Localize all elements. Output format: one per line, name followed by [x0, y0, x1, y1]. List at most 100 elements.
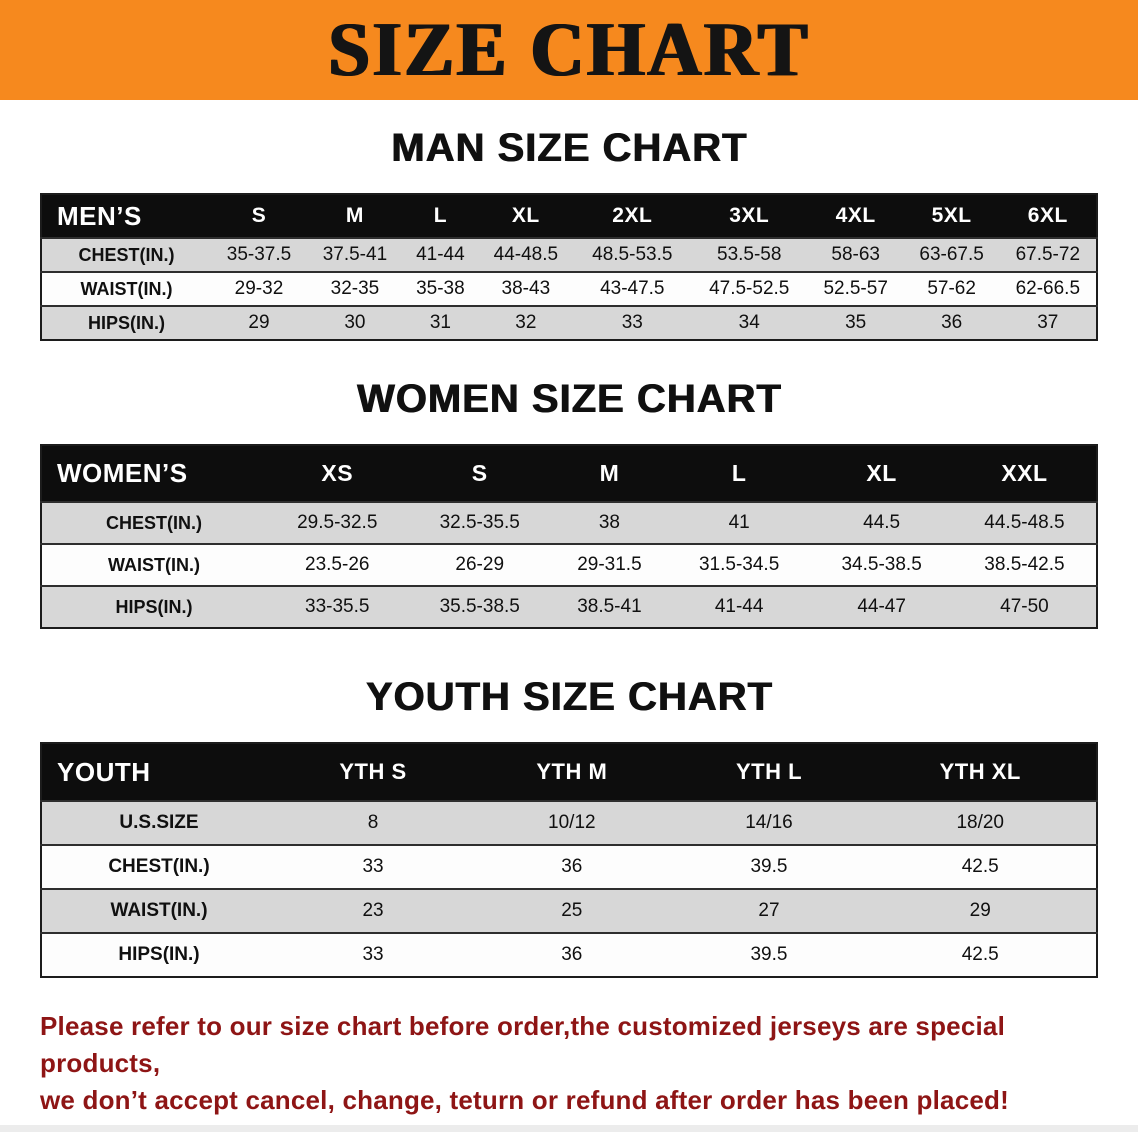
row-label: HIPS(IN.): [87, 312, 165, 333]
size-value-cell: 27: [758, 900, 780, 921]
size-value-cell: 31.5-34.5: [698, 554, 780, 575]
size-value-cell: 63-67.5: [919, 244, 984, 265]
size-column-header: YTH M: [536, 759, 608, 784]
size-value-cell: 29-32: [234, 278, 284, 299]
size-value-cell: 34: [738, 312, 760, 333]
notice-line-2: we don’t accept cancel, change, teturn o…: [40, 1085, 1009, 1115]
size-value-cell: 33: [621, 312, 643, 333]
size-value-cell: 38-43: [501, 278, 551, 299]
measurement-row: WAIST(IN.) 23.5-26 26-29 29-31.5 31.5-34.5 34…: [41, 544, 1097, 586]
size-column-header: 2XL: [612, 204, 653, 227]
size-value-cell: 32: [515, 312, 537, 333]
row-label: CHEST(IN.): [78, 244, 175, 265]
size-value-cell: 29-31.5: [577, 554, 642, 575]
measurement-row: HIPS(IN.) 29 30 31 32 33 34 35 36 37: [41, 306, 1097, 340]
table-header-row: YOUTH YTH S YTH M YTH L YTH XL: [41, 743, 1097, 801]
size-column-header: S: [251, 204, 267, 227]
size-value-cell: 14/16: [745, 812, 793, 833]
size-value-cell: 52.5-57: [823, 278, 888, 299]
size-value-cell: 44.5: [863, 512, 901, 533]
row-label: HIPS(IN.): [118, 944, 200, 965]
measurement-row: CHEST(IN.) 35-37.5 37.5-41 41-44 44-48.5 48.5…: [41, 238, 1097, 272]
size-value-cell: 35-37.5: [226, 244, 292, 265]
size-value-cell: 37: [1037, 312, 1059, 333]
size-column-header: XL: [866, 460, 897, 486]
size-value-cell: 42.5: [961, 944, 999, 965]
size-value-cell: 35: [845, 312, 867, 333]
measurement-row: HIPS(IN.) 33 36 39.5 42.5: [41, 933, 1097, 977]
size-value-cell: 39.5: [750, 856, 788, 877]
size-value-cell: 32-35: [330, 278, 380, 299]
size-value-cell: 25: [561, 900, 583, 921]
size-value-cell: 29.5-32.5: [297, 512, 378, 533]
size-column-header: YTH S: [339, 759, 407, 784]
size-value-cell: 29: [248, 312, 270, 333]
row-label: U.S.SIZE: [119, 812, 199, 833]
size-value-cell: 37.5-41: [322, 244, 388, 265]
size-value-cell: 58-63: [831, 244, 880, 265]
size-value-cell: 53.5-58: [717, 244, 782, 265]
size-value-cell: 26-29: [455, 554, 505, 575]
notice-line-1: Please refer to our size chart before or…: [40, 1011, 1006, 1078]
measurement-row: WAIST(IN.) 29-32 32-35 35-38 38-43 43-47.5 47.…: [41, 272, 1097, 306]
size-value-cell: 30: [344, 312, 366, 333]
size-value-cell: 41: [728, 512, 750, 533]
row-label: HIPS(IN.): [115, 596, 193, 617]
size-value-cell: 29: [969, 900, 991, 921]
size-value-cell: 44-47: [857, 596, 906, 617]
size-value-cell: 34.5-38.5: [841, 554, 922, 575]
size-value-cell: 62-66.5: [1015, 278, 1081, 299]
size-value-cell: 33: [362, 944, 384, 965]
size-column-header: M: [599, 460, 620, 486]
size-value-cell: 43-47.5: [600, 278, 665, 299]
size-value-cell: 47-50: [1000, 596, 1049, 617]
row-label: CHEST(IN.): [108, 856, 210, 877]
size-column-header: YTH XL: [939, 759, 1021, 784]
size-column-header: L: [433, 204, 448, 227]
row-label: WAIST(IN.): [110, 900, 208, 921]
size-column-header: XXL: [1001, 460, 1048, 486]
table-corner-label: MEN’S: [57, 200, 142, 231]
women-size-section: WOMEN SIZE CHART WOMEN’S XS S M L XL XXL CHEST(…: [0, 377, 1138, 629]
size-value-cell: 47.5-52.5: [709, 278, 790, 299]
size-value-cell: 42.5: [961, 856, 999, 877]
size-chart-banner: SIZE CHART: [0, 0, 1138, 100]
men-size-section: MAN SIZE CHART MEN’S S M L XL 2XL 3XL 4XL 5XL 6XL…: [0, 126, 1138, 341]
men-size-table: MEN’S S M L XL 2XL 3XL 4XL 5XL 6XL CHEST(IN.) 35-37…: [40, 193, 1098, 341]
measurement-row: U.S.SIZE 8 10/12 14/16 18/20: [41, 801, 1097, 845]
measurement-row: CHEST(IN.) 33 36 39.5 42.5: [41, 845, 1097, 889]
size-value-cell: 23.5-26: [305, 554, 370, 575]
size-value-cell: 44-48.5: [493, 244, 559, 265]
order-notice: Please refer to our size chart before or…: [40, 1008, 1098, 1119]
size-value-cell: 33: [362, 856, 384, 877]
size-column-header: 4XL: [835, 204, 876, 227]
size-value-cell: 38.5-42.5: [984, 554, 1065, 575]
measurement-row: CHEST(IN.) 29.5-32.5 32.5-35.5 38 41 44.5 44.5…: [41, 502, 1097, 544]
size-value-cell: 48.5-53.5: [592, 244, 673, 265]
table-corner-label: YOUTH: [57, 756, 151, 787]
size-column-header: S: [471, 460, 488, 486]
bottom-strip: [0, 1125, 1138, 1132]
size-column-header: 3XL: [729, 204, 770, 227]
size-value-cell: 38.5-41: [577, 596, 642, 617]
size-value-cell: 32.5-35.5: [439, 512, 520, 533]
size-column-header: 6XL: [1027, 204, 1068, 227]
size-column-header: XL: [511, 204, 540, 227]
youth-section-heading: YOUTH SIZE CHART: [365, 675, 773, 719]
youth-size-section: YOUTH SIZE CHART YOUTH YTH S YTH M YTH L YTH…: [0, 675, 1138, 978]
women-section-heading: WOMEN SIZE CHART: [356, 377, 782, 421]
size-column-header: XS: [321, 460, 354, 486]
youth-size-table: YOUTH YTH S YTH M YTH L YTH XL U.S.SIZE 8 10/12…: [40, 742, 1098, 978]
size-value-cell: 67.5-72: [1015, 244, 1081, 265]
size-value-cell: 39.5: [750, 944, 788, 965]
size-value-cell: 23: [362, 900, 384, 921]
size-value-cell: 33-35.5: [305, 596, 370, 617]
size-value-cell: 44.5-48.5: [984, 512, 1065, 533]
women-size-table: WOMEN’S XS S M L XL XXL CHEST(IN.) 29.5-32.5 32.5…: [40, 444, 1098, 629]
size-column-header: YTH L: [735, 759, 803, 784]
size-value-cell: 36: [561, 856, 583, 877]
page-title: SIZE CHART: [328, 6, 810, 93]
size-value-cell: 38: [598, 512, 620, 533]
size-value-cell: 35-38: [416, 278, 465, 299]
